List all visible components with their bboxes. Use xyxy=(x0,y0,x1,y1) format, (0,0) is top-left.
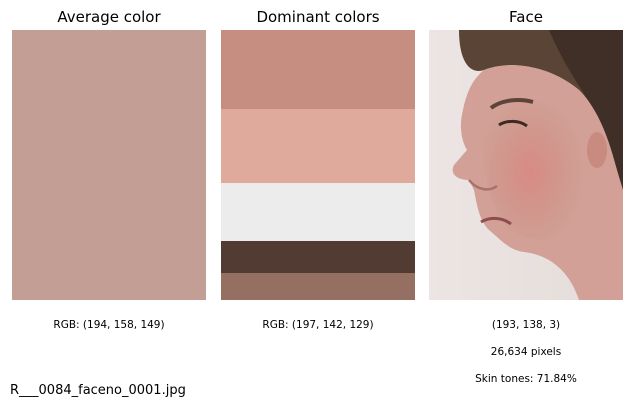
face-image xyxy=(429,30,623,300)
dominant-colors-bands xyxy=(221,30,415,300)
average-color-rgb: RGB: (194, 158, 149) xyxy=(53,319,165,331)
average-color-title: Average color xyxy=(57,8,161,26)
face-color-rgb: (193, 138, 3) xyxy=(491,319,561,331)
filename-label: R___0084_faceno_0001.jpg xyxy=(10,383,186,398)
dominant-color-band xyxy=(221,241,415,274)
dominant-color-band xyxy=(221,30,415,110)
average-color-swatch xyxy=(12,30,206,300)
dominant-color-rgb: RGB: (197, 142, 129) xyxy=(262,319,374,331)
face-title: Face xyxy=(509,8,543,26)
dominant-color-band xyxy=(221,183,415,242)
dominant-colors-title: Dominant colors xyxy=(256,8,380,26)
dominant-color-band xyxy=(221,273,415,300)
face-pixel-count: 26,634 pixels xyxy=(490,346,562,358)
dominant-color-band xyxy=(221,109,415,184)
skin-tone-percentage: Skin tones: 71.84% xyxy=(475,373,577,385)
